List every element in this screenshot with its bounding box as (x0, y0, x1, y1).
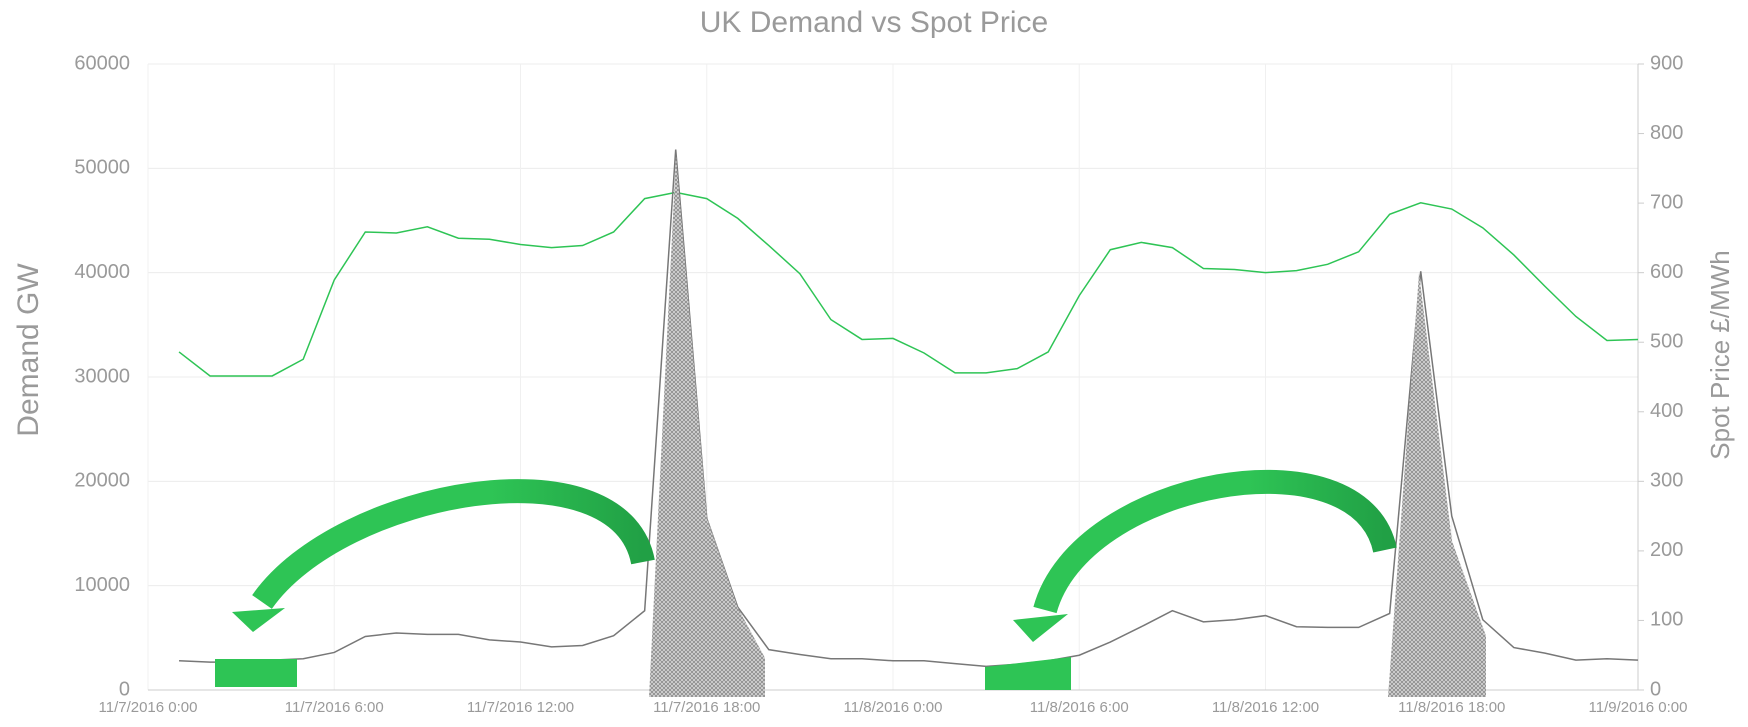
y2-tick-label: 600 (1650, 261, 1683, 283)
highlight-box (215, 659, 297, 687)
y2-tick-label: 300 (1650, 470, 1683, 492)
x-tick-label: 11/9/2016 0:00 (1589, 699, 1688, 716)
y-tick-label: 40000 (74, 261, 130, 283)
y-tick-label: 50000 (74, 157, 130, 179)
y2-tick-label: 0 (1650, 678, 1661, 700)
y2-tick-label: 900 (1650, 52, 1683, 74)
y2-tick-label: 800 (1650, 122, 1683, 144)
arrow-head (1013, 614, 1068, 642)
y-tick-label: 20000 (74, 470, 130, 492)
y2-tick-label: 400 (1650, 400, 1683, 422)
x-tick-label: 11/8/2016 12:00 (1212, 699, 1319, 716)
x-tick-label: 11/8/2016 18:00 (1398, 699, 1505, 716)
x-tick-label: 11/7/2016 18:00 (653, 699, 760, 716)
y-tick-label: 60000 (74, 52, 130, 74)
x-tick-label: 11/8/2016 6:00 (1030, 699, 1129, 716)
x-tick-label: 11/7/2016 0:00 (99, 699, 198, 716)
y2-tick-label: 100 (1650, 609, 1683, 631)
highlight-box (985, 657, 1071, 690)
arrow-head (232, 608, 285, 632)
y2-axis-title: Spot Price £/MWh (1705, 250, 1735, 460)
y-tick-label: 0 (119, 678, 130, 700)
y-tick-label: 10000 (74, 574, 130, 596)
y-axis-title: Demand GW (12, 263, 45, 437)
x-tick-label: 11/8/2016 0:00 (844, 699, 943, 716)
chart: UK Demand vs Spot Price Demand GW Spot P… (0, 0, 1748, 722)
y-tick-label: 30000 (74, 365, 130, 387)
x-tick-label: 11/7/2016 12:00 (467, 699, 574, 716)
chart-title: UK Demand vs Spot Price (700, 6, 1048, 39)
annotations (215, 156, 1486, 697)
hatch-area (1388, 273, 1486, 697)
x-tick-label: 11/7/2016 6:00 (285, 699, 384, 716)
y2-tick-label: 500 (1650, 331, 1683, 353)
arrow (1045, 482, 1385, 610)
y2-tick-label: 200 (1650, 539, 1683, 561)
y2-tick-label: 700 (1650, 191, 1683, 213)
